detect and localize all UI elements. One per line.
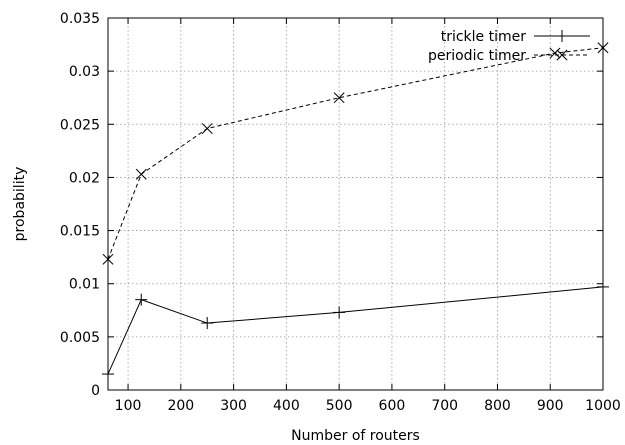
legend-label: periodic timer bbox=[428, 48, 526, 64]
y-tick-label: 0.005 bbox=[60, 330, 100, 346]
series-2 bbox=[102, 42, 609, 265]
grid-lines bbox=[108, 18, 603, 390]
y-tick-label: 0.015 bbox=[60, 224, 100, 240]
data-point bbox=[201, 317, 214, 330]
y-tick-label: 0.03 bbox=[69, 64, 100, 80]
series-1 bbox=[102, 280, 609, 381]
plot-frame bbox=[107, 17, 604, 391]
y-tick-label: 0.02 bbox=[69, 170, 100, 186]
data-point bbox=[201, 123, 213, 134]
data-point bbox=[597, 280, 609, 293]
y-tick-label: 0.025 bbox=[60, 117, 100, 133]
x-tick-label: 200 bbox=[167, 398, 194, 414]
x-tick-label: 300 bbox=[220, 398, 247, 414]
y-axis-label: probability bbox=[12, 167, 28, 242]
data-point bbox=[549, 47, 561, 59]
x-tick-label: 600 bbox=[379, 398, 406, 414]
data-point bbox=[102, 368, 114, 381]
y-tick-label: 0.035 bbox=[60, 11, 100, 27]
legend-label: trickle timer bbox=[441, 29, 527, 45]
x-tick-label: 100 bbox=[115, 398, 142, 414]
data-point bbox=[597, 42, 609, 54]
data-point bbox=[135, 293, 148, 306]
x-tick-label: 900 bbox=[537, 398, 564, 414]
x-tick-label: 700 bbox=[431, 398, 458, 414]
data-point bbox=[135, 168, 147, 180]
data-point bbox=[333, 306, 346, 319]
legend-entry: periodic timer bbox=[428, 48, 590, 64]
y-tick-label: 0.01 bbox=[69, 277, 100, 293]
series-line bbox=[107, 47, 604, 260]
x-axis-label: Number of routers bbox=[291, 428, 420, 444]
data-point bbox=[333, 92, 345, 104]
legend: trickle timer periodic timer bbox=[428, 29, 590, 64]
data-point bbox=[102, 253, 114, 265]
legend-entry: trickle timer bbox=[441, 29, 590, 45]
series-line bbox=[107, 286, 604, 375]
axis-ticks: 100 200 300 400 500 600 700 800 900 1000 0 0.005 0.0… bbox=[60, 11, 621, 414]
legend-marker bbox=[556, 30, 568, 42]
x-tick-label: 800 bbox=[484, 398, 511, 414]
x-tick-label: 500 bbox=[326, 398, 353, 414]
legend-marker bbox=[556, 49, 568, 61]
series-layer bbox=[102, 42, 609, 381]
x-tick-label: 1000 bbox=[585, 398, 621, 414]
x-tick-label: 400 bbox=[273, 398, 300, 414]
y-tick-label: 0 bbox=[91, 383, 100, 399]
